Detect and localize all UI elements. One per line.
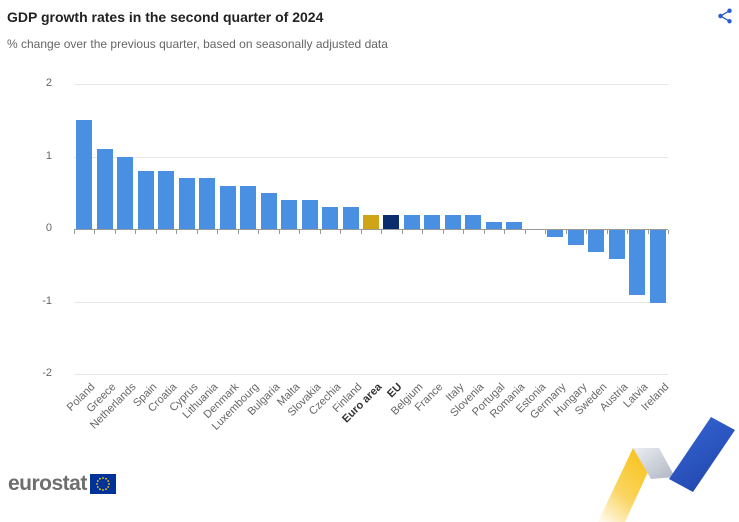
y-axis-tick-label: -1 [42,294,52,307]
bar-austria[interactable] [608,230,625,259]
x-axis-tick [360,230,362,234]
flag-star [98,488,101,491]
gridline-y-2 [74,84,668,85]
x-axis-tick [155,230,157,234]
bar-portugal[interactable] [485,221,502,229]
eurostat-logo-text: eurostat [8,472,87,495]
x-axis-tick [217,230,219,234]
bar-ireland[interactable] [649,230,666,303]
bar-sweden[interactable] [588,230,605,252]
bar-czechia[interactable] [322,207,339,229]
x-axis-tick [381,230,383,234]
flag-star [95,483,98,485]
x-axis-tick [135,230,137,234]
x-axis-tick [504,230,506,234]
x-axis-tick [319,230,321,234]
x-axis-tick [586,230,588,234]
bar-croatia[interactable] [158,171,175,229]
y-axis-tick-label: 0 [45,222,52,234]
x-axis-tick [340,230,342,234]
x-axis-line [74,229,668,230]
flag-star [104,488,107,491]
x-axis-tick [442,230,444,234]
flag-star [107,483,110,485]
ribbon-gray-fold [633,448,675,479]
x-axis-tick [94,230,96,234]
x-axis-tick [668,230,669,234]
gridline-y--2 [74,374,668,375]
x-axis-tick [401,230,403,234]
bar-euro-area[interactable] [363,214,379,229]
flag-star [98,477,101,480]
x-axis-tick [545,230,547,234]
bar-luxembourg[interactable] [240,185,257,229]
x-axis-tick [463,230,465,234]
flag-star [101,477,104,479]
x-axis-tick [422,230,424,234]
bar-latvia[interactable] [629,230,646,296]
flag-star [107,480,109,482]
x-axis-tick [258,230,260,234]
bar-eu[interactable] [383,214,400,229]
share-icon [718,8,732,23]
x-axis-tick [524,230,526,234]
x-axis-tick [176,230,178,234]
y-axis-tick-label: 1 [45,149,52,162]
flag-star [96,480,99,482]
share-button[interactable] [714,6,736,28]
bar-bulgaria[interactable] [260,192,277,229]
y-axis-tick-label: 2 [45,77,52,89]
bar-slovenia[interactable] [465,214,482,229]
x-axis-tick [278,230,280,234]
bar-slovakia[interactable] [301,200,318,229]
x-axis-tick [606,230,608,234]
bar-lithuania[interactable] [199,178,216,229]
bar-chart-plot-area: 2 1 0 -1 -2 Poland Greece Netherlands Spain Croat… [42,77,671,433]
eurostat-ribbon-graphic [598,417,735,522]
bar-france[interactable] [424,214,441,229]
flag-star [96,486,99,488]
x-axis-tick [565,230,567,234]
x-axis-tick [196,230,198,234]
flag-star [104,477,107,480]
chart-title: GDP growth rates in the second quarter o… [7,9,324,25]
bar-finland[interactable] [342,207,359,229]
x-axis-tick [483,230,485,234]
x-axis-tick [299,230,301,234]
chart-subtitle: % change over the previous quarter, base… [7,37,388,51]
bar-cyprus[interactable] [178,178,195,229]
bar-italy[interactable] [444,214,461,229]
bar-spain[interactable] [137,171,154,229]
y-axis-tick-label: -2 [42,367,52,379]
bar-romania[interactable] [506,221,523,229]
bar-poland[interactable] [76,120,93,229]
bar-germany[interactable] [547,230,564,238]
bar-malta[interactable] [281,200,298,229]
x-axis-tick [237,230,239,234]
x-axis-tick [74,230,75,234]
eurostat-logo: eurostat [8,472,116,496]
x-axis-tick [114,230,116,234]
flag-star [107,486,109,488]
eu-flag-icon [89,474,116,494]
gridline-y--1 [74,301,668,303]
bar-belgium[interactable] [403,214,420,229]
bar-netherlands[interactable] [117,156,134,229]
bar-hungary[interactable] [567,230,584,245]
bar-denmark[interactable] [219,185,236,229]
gridline-y-1 [74,156,668,158]
ribbon-blue-band [669,417,735,492]
flag-star [101,489,104,491]
x-axis-tick [627,230,629,234]
x-axis-tick [647,230,649,234]
bar-greece[interactable] [96,149,113,229]
